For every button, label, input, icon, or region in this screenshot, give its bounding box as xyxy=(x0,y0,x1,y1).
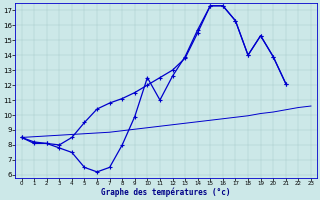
X-axis label: Graphe des températures (°c): Graphe des températures (°c) xyxy=(101,188,231,197)
